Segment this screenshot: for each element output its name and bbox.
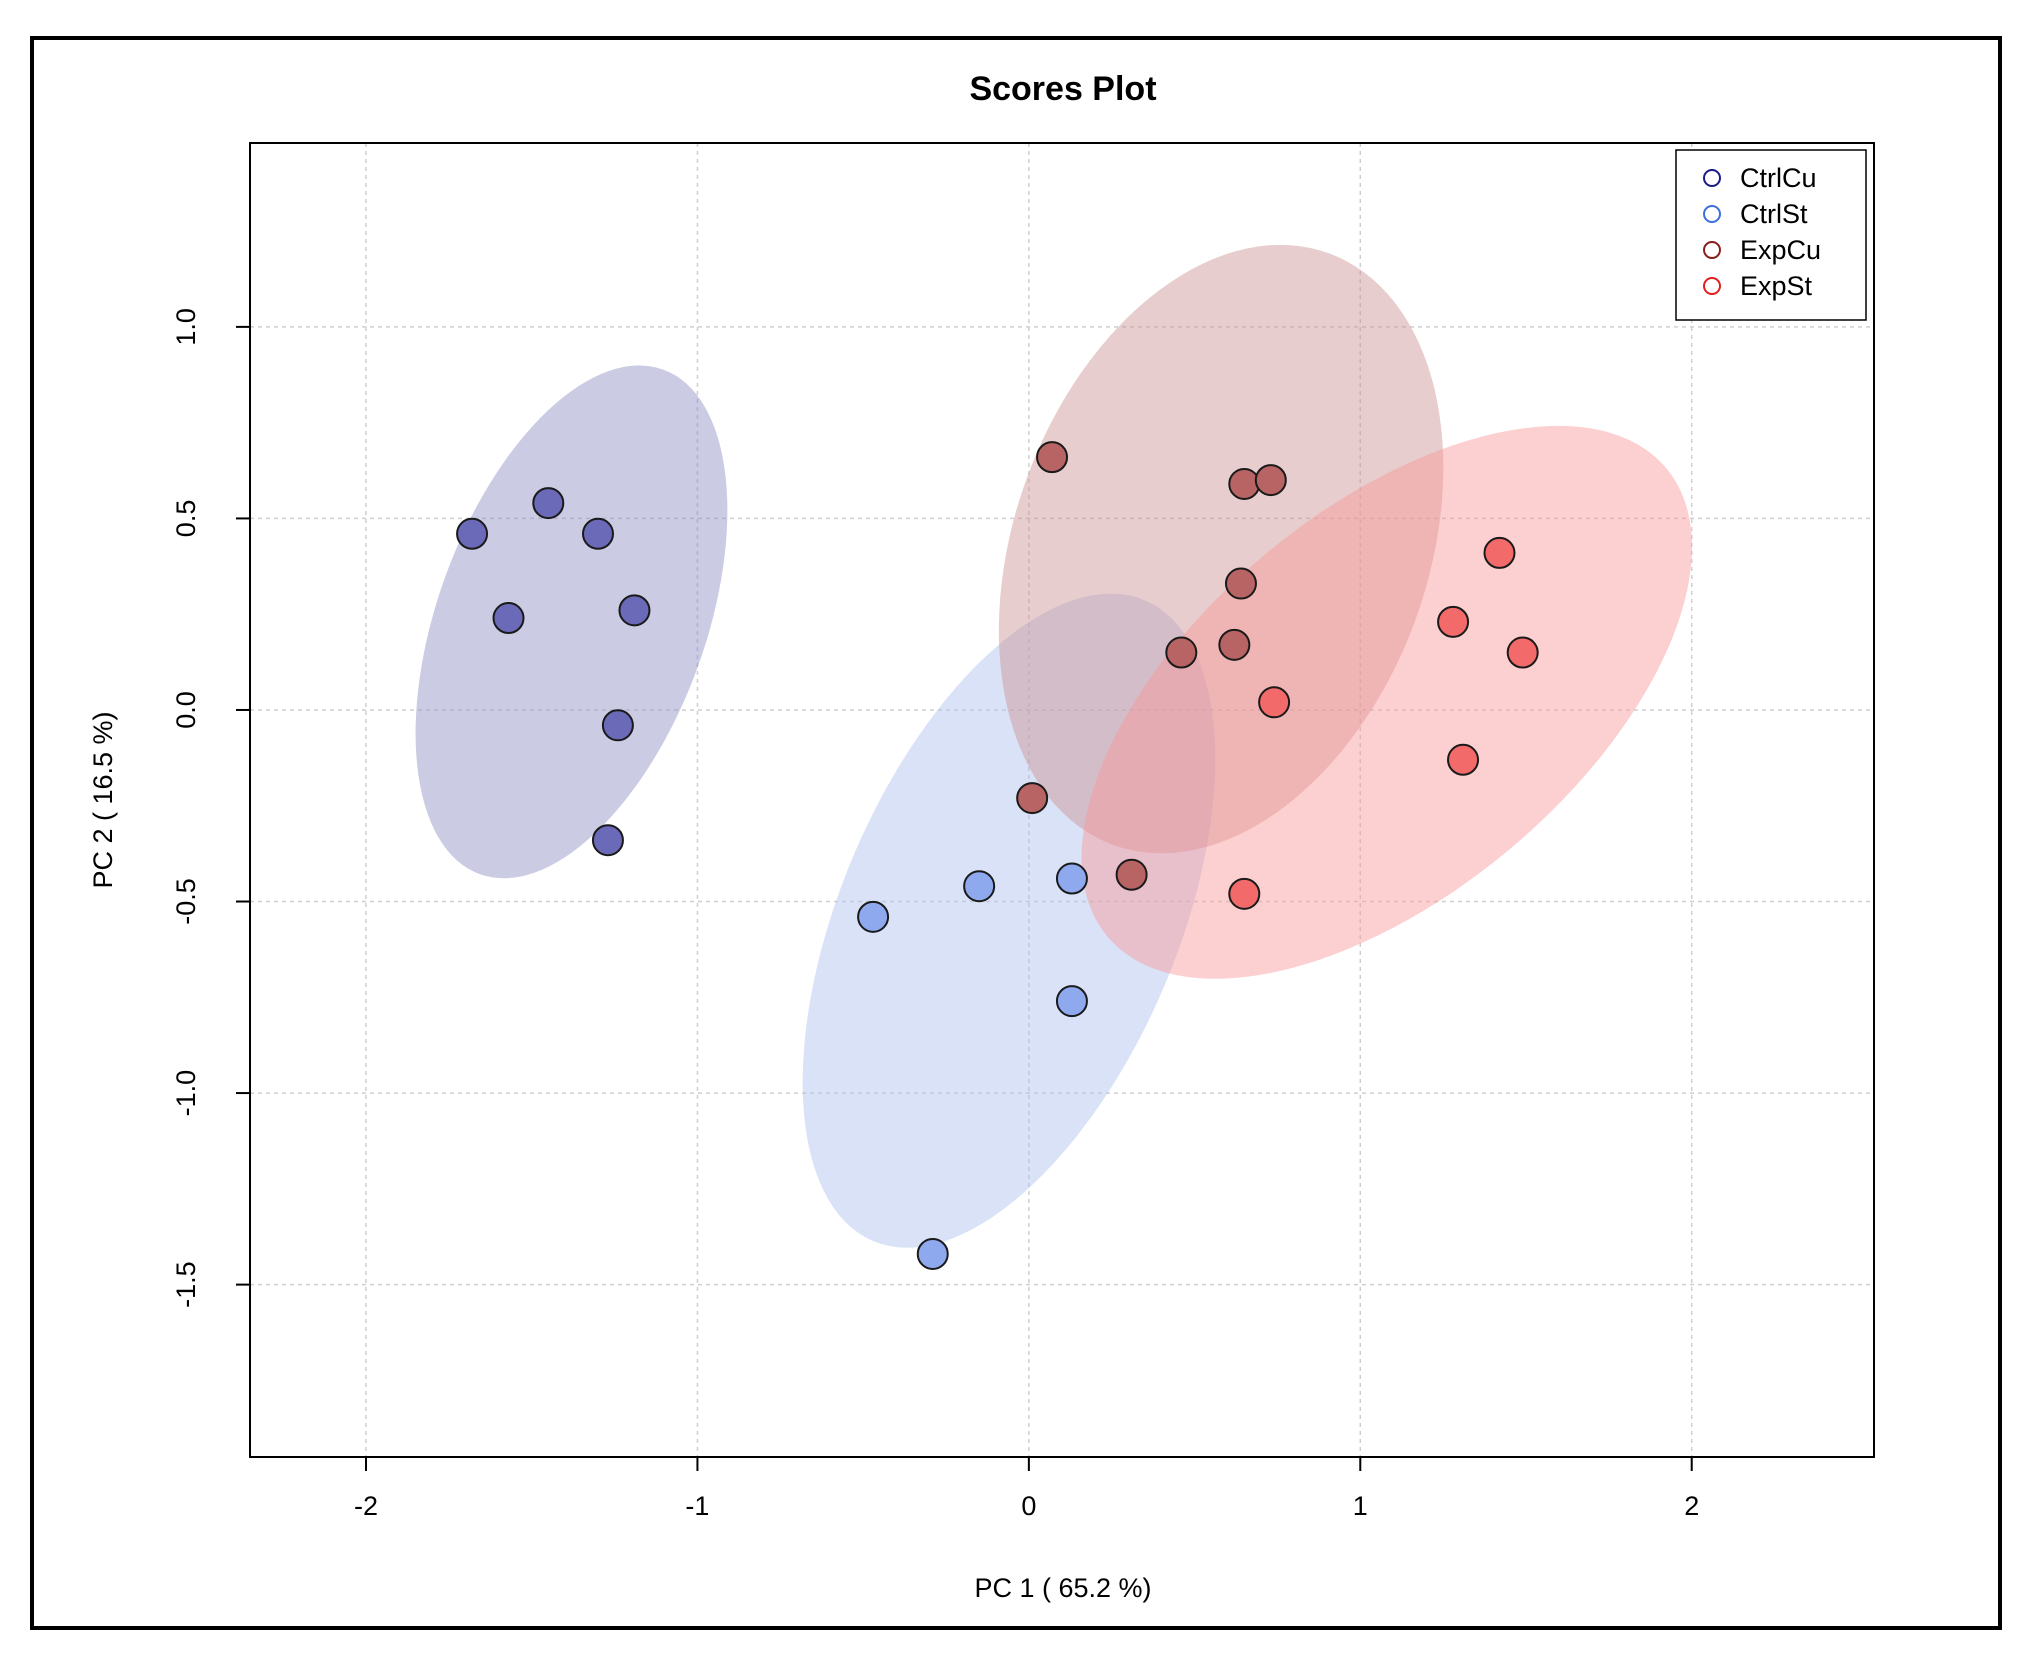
y-axis-label: PC 2 ( 16.5 %) — [88, 711, 118, 888]
point-ctrlst — [963, 870, 996, 903]
chart-title: Scores Plot — [969, 70, 1156, 108]
y-tick-label: 0.0 — [171, 691, 201, 729]
point-expst — [1258, 686, 1291, 719]
point-ctrlcu — [582, 517, 614, 550]
legend-marker-ctrlcu — [1703, 169, 1721, 187]
x-axis-label: PC 1 ( 65.2 %) — [974, 1573, 1151, 1603]
y-tick-label: -1.0 — [171, 1070, 201, 1117]
ellipse-expst — [1081, 425, 1693, 979]
point-expcu — [1254, 464, 1287, 497]
ellipse-ctrlst — [802, 593, 1216, 1248]
legend-label-expcu: ExpCu — [1740, 235, 1821, 265]
point-ctrlcu — [591, 824, 624, 857]
point-expcu — [1224, 567, 1257, 600]
data-points — [456, 441, 1539, 1270]
legend-marker-expcu — [1703, 241, 1721, 259]
point-ctrlcu — [532, 487, 565, 520]
y-tick-label: 0.5 — [171, 500, 201, 538]
ellipse-expcu — [998, 244, 1444, 854]
legend-marker-ctrlst — [1703, 205, 1721, 223]
point-ctrlcu — [492, 602, 525, 635]
legend-label-ctrlst: CtrlSt — [1740, 199, 1808, 229]
point-ctrlcu — [618, 594, 651, 627]
point-expst — [1506, 636, 1539, 669]
point-ctrlcu — [456, 517, 489, 550]
legend-label-ctrlcu: CtrlCu — [1740, 163, 1817, 193]
plot-area-border — [249, 142, 1875, 1458]
x-tick-label: 0 — [1021, 1491, 1036, 1521]
confidence-ellipses — [415, 244, 1693, 1248]
x-tick-label: 1 — [1353, 1491, 1368, 1521]
x-tick-label: -1 — [685, 1491, 709, 1521]
chart-frame — [30, 36, 2002, 1630]
point-expst — [1437, 605, 1470, 638]
point-expcu — [1165, 636, 1198, 669]
legend: CtrlCu CtrlSt ExpCu ExpSt — [1675, 149, 1867, 321]
point-expst — [1228, 877, 1261, 910]
legend-label-expst: ExpSt — [1740, 271, 1813, 301]
point-expcu — [1016, 782, 1049, 815]
point-ctrlst — [916, 1237, 949, 1270]
point-expst — [1447, 743, 1480, 776]
x-tick-label: -2 — [354, 1491, 378, 1521]
y-tick-label: 1.0 — [171, 308, 201, 346]
point-expcu — [1115, 858, 1148, 891]
ellipse-ctrlcu — [415, 365, 728, 879]
point-expcu — [1218, 628, 1251, 661]
legend-marker-expst — [1703, 277, 1721, 295]
point-ctrlst — [1055, 985, 1088, 1018]
y-tick-label: -1.5 — [171, 1261, 201, 1308]
point-ctrlst — [857, 900, 890, 933]
x-tick-label: 2 — [1684, 1491, 1699, 1521]
point-ctrlst — [1055, 862, 1088, 895]
point-expcu — [1036, 441, 1069, 474]
point-ctrlcu — [601, 709, 634, 742]
point-expst — [1483, 536, 1516, 569]
axis-ticks: -2 -1 0 1 2 -1.5 -1.0 -0.5 0.0 0.5 1.0 — [171, 308, 1699, 1521]
y-tick-label: -0.5 — [171, 878, 201, 925]
point-expcu — [1228, 467, 1261, 500]
